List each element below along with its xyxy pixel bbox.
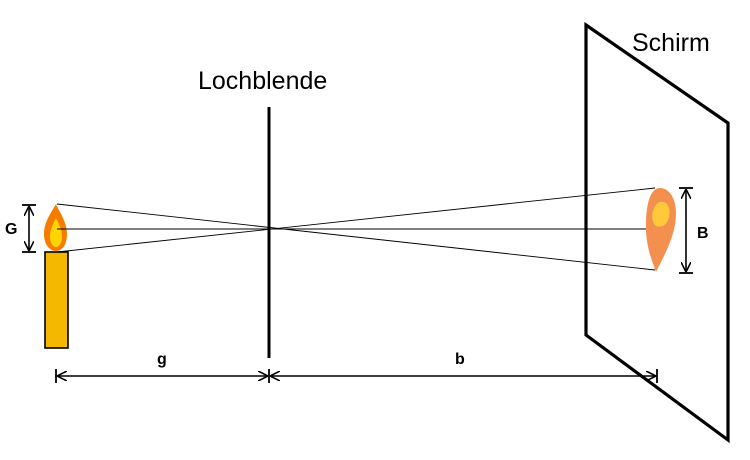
candle-flame-core [50,218,62,247]
screen-label: Schirm [632,29,710,57]
image-size-label: B [697,225,709,242]
aperture-label: Lochblende [198,67,327,95]
object-distance-label: g [157,351,167,368]
image-flame-core [652,201,670,227]
candle-body [44,251,69,349]
image-flame [645,188,676,272]
ray-top-to-bottom [56,203,656,271]
ray-bottom-to-top [56,187,656,253]
screen-plane [584,21,730,444]
object-size-label: G [5,221,17,238]
image-distance-label: b [455,351,465,368]
